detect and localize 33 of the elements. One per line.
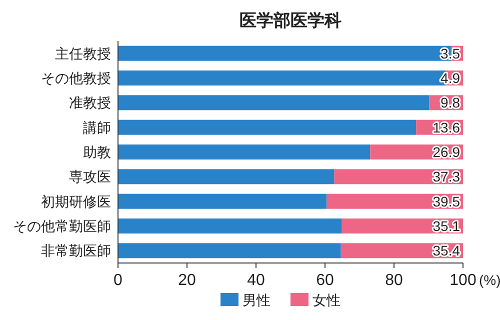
y-tick-label: その他常勤医師	[13, 218, 111, 234]
y-tick-label: 主任教授	[55, 45, 111, 62]
legend-label: 男性	[242, 292, 270, 308]
x-tick-label: 100	[450, 272, 476, 289]
bar	[118, 144, 370, 160]
bar	[118, 169, 334, 184]
bar	[118, 95, 430, 110]
x-tick-label: 60	[316, 272, 334, 289]
bar	[118, 218, 342, 234]
legend-label: 女性	[312, 292, 340, 308]
y-tick-label: その他教授	[41, 70, 111, 86]
x-tick-label: 40	[247, 272, 265, 289]
data-label: 37.3	[432, 168, 460, 185]
bar	[118, 243, 341, 258]
data-label: 39.5	[432, 193, 460, 210]
chart-title: 医学部医学科	[240, 11, 342, 30]
x-tick-label: 20	[178, 272, 196, 289]
x-axis-title: (%)	[479, 272, 500, 288]
y-tick-label: 初期研修医	[41, 193, 111, 210]
data-label: 9.8	[440, 94, 460, 111]
y-tick-label: 講師	[83, 119, 111, 136]
data-label: 26.9	[432, 144, 460, 160]
y-tick-label: 非常勤医師	[41, 242, 111, 259]
data-label: 35.1	[432, 218, 460, 234]
data-label: 35.4	[432, 242, 460, 259]
y-tick-label: 助教	[83, 144, 111, 160]
y-tick-label: 准教授	[69, 94, 111, 111]
x-tick-label: 0	[114, 272, 123, 289]
y-tick-label: 専攻医	[69, 168, 111, 185]
x-tick-label: 80	[385, 272, 403, 289]
bar	[118, 194, 327, 209]
data-label: 13.6	[432, 119, 460, 136]
bar	[118, 120, 416, 135]
